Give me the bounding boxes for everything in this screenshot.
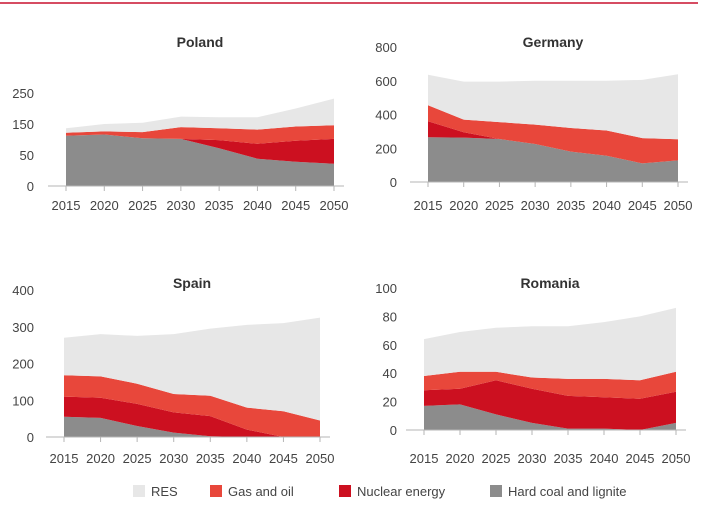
germany-y-tick-label: 0 (390, 175, 397, 190)
spain-y-tick-label: 400 (12, 283, 34, 298)
germany-x-tick-label: 2025 (485, 198, 514, 213)
romania-x-tick-label: 2015 (410, 451, 439, 466)
germany-res-area (428, 74, 678, 140)
chart-germany: 0 200 400 600 800 2015 2020 2025 2030 2035 2040 204… (375, 34, 692, 213)
poland-res-area (66, 98, 334, 133)
germany-y-tick-label: 400 (375, 108, 397, 123)
germany-x-tick-label: 2045 (628, 198, 657, 213)
poland-y-tick-label: 0 (27, 179, 34, 194)
legend-label-nuclear: Nuclear energy (357, 484, 446, 499)
legend-item-gas: Gas and oil (210, 484, 294, 499)
spain-y-tick-label: 200 (12, 357, 34, 372)
poland-x-tick-label: 2030 (166, 198, 195, 213)
poland-nuclear-area (66, 134, 334, 164)
legend-label-res: RES (151, 484, 178, 499)
spain-x-tick-label: 2015 (50, 451, 79, 466)
poland-x-tick-label: 2025 (128, 198, 157, 213)
germany-y-tick-label: 200 (375, 141, 397, 156)
poland-gas-area (66, 125, 334, 144)
spain-x-tick-label: 2050 (306, 451, 335, 466)
poland-coal-area (66, 134, 334, 186)
spain-y-tick-label: 0 (27, 430, 34, 445)
poland-x-tick-label: 2020 (90, 198, 119, 213)
spain-nuclear-area (64, 396, 320, 437)
romania-y-tick-label: 60 (383, 338, 397, 353)
poland-x-tick-label: 2015 (52, 198, 81, 213)
germany-x-tick-label: 2020 (449, 198, 478, 213)
romania-x-tick-label: 2030 (518, 451, 547, 466)
spain-y-tick-label: 100 (12, 393, 34, 408)
romania-coal-area (424, 404, 676, 430)
romania-chart-title: Romania (520, 275, 579, 291)
romania-res-area (424, 307, 676, 381)
spain-x-tick-label: 2045 (269, 451, 298, 466)
spain-res-area (64, 317, 320, 421)
poland-y-tick-label: 150 (12, 117, 34, 132)
chart-spain: 0 100 200 300 400 2015 2020 2025 2030 2035 2040 204… (12, 275, 334, 466)
romania-gas-area (424, 371, 676, 399)
germany-x-tick-label: 2015 (414, 198, 443, 213)
germany-gas-area (428, 105, 678, 164)
poland-x-tick-label: 2045 (281, 198, 310, 213)
spain-y-tick-label: 300 (12, 320, 34, 335)
germany-x-tick-label: 2050 (664, 198, 693, 213)
romania-y-tick-label: 100 (375, 281, 397, 296)
legend-swatch-res (133, 485, 145, 497)
romania-y-tick-label: 20 (383, 395, 397, 410)
poland-x-tick-label: 2050 (320, 198, 349, 213)
spain-x-tick-label: 2040 (232, 451, 261, 466)
romania-nuclear-area (424, 380, 676, 430)
germany-x-tick-label: 2030 (521, 198, 550, 213)
germany-chart-title: Germany (523, 34, 584, 50)
legend-swatch-gas (210, 485, 222, 497)
poland-x-tick-label: 2040 (243, 198, 272, 213)
spain-gas-area (64, 375, 320, 437)
spain-x-tick-label: 2035 (196, 451, 225, 466)
spain-coal-area (64, 416, 320, 437)
legend-swatch-coal (490, 485, 502, 497)
romania-x-tick-label: 2020 (446, 451, 475, 466)
legend-label-coal: Hard coal and lignite (508, 484, 627, 499)
spain-x-tick-label: 2020 (86, 451, 115, 466)
romania-y-tick-label: 0 (390, 423, 397, 438)
romania-x-tick-label: 2045 (626, 451, 655, 466)
germany-x-tick-label: 2040 (592, 198, 621, 213)
romania-y-tick-label: 80 (383, 309, 397, 324)
spain-x-tick-label: 2030 (159, 451, 188, 466)
legend-item-coal: Hard coal and lignite (490, 484, 627, 499)
poland-x-tick-label: 2035 (205, 198, 234, 213)
romania-y-tick-label: 40 (383, 366, 397, 381)
germany-y-tick-label: 800 (375, 40, 397, 55)
spain-x-tick-label: 2025 (123, 451, 152, 466)
chart-poland: 0 50 150 250 2015 2020 2025 2030 2035 2040 2045 205… (12, 34, 348, 213)
poland-y-tick-label: 250 (12, 86, 34, 101)
romania-x-tick-label: 2025 (482, 451, 511, 466)
romania-x-tick-label: 2035 (554, 451, 583, 466)
legend: RES Gas and oil Nuclear energy Hard coal an… (133, 484, 627, 499)
legend-item-res: RES (133, 484, 178, 499)
germany-y-tick-label: 600 (375, 74, 397, 89)
germany-x-tick-label: 2035 (556, 198, 585, 213)
spain-chart-title: Spain (173, 275, 211, 291)
poland-y-tick-label: 50 (20, 148, 34, 163)
legend-label-gas: Gas and oil (228, 484, 294, 499)
romania-x-tick-label: 2040 (590, 451, 619, 466)
legend-swatch-nuclear (339, 485, 351, 497)
legend-item-nuclear: Nuclear energy (339, 484, 446, 499)
poland-chart-title: Poland (177, 34, 224, 50)
germany-coal-area (428, 137, 678, 182)
romania-x-tick-label: 2050 (662, 451, 691, 466)
